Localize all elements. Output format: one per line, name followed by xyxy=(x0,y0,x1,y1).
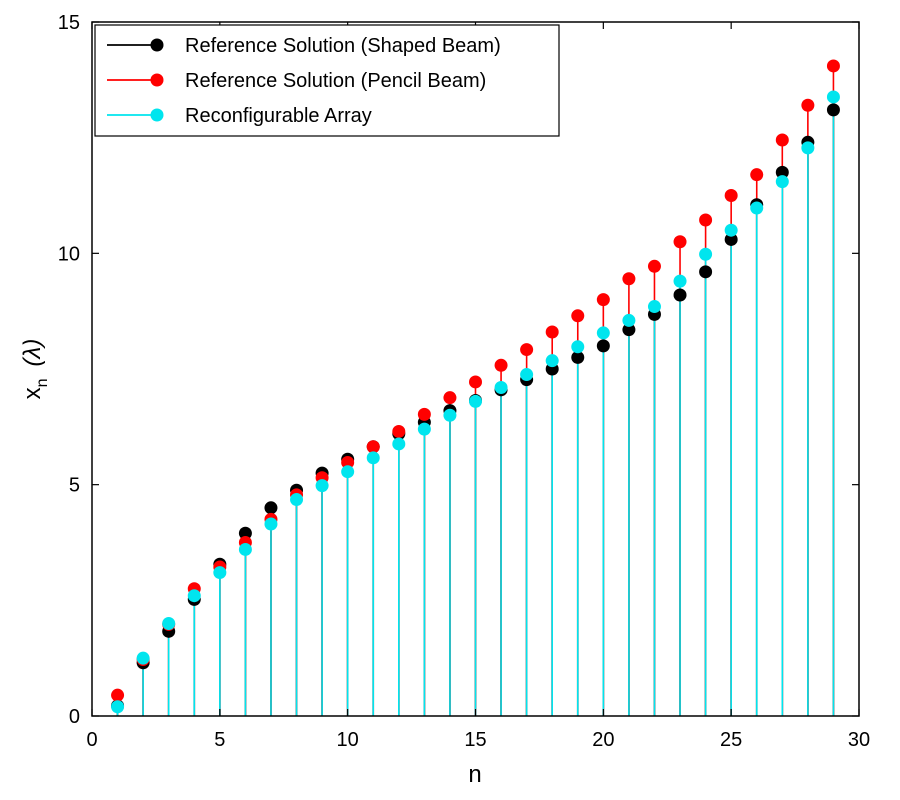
data-point xyxy=(136,651,150,665)
data-point xyxy=(520,343,534,357)
x-tick-label: 30 xyxy=(848,729,870,751)
data-point xyxy=(111,700,125,714)
data-point xyxy=(801,98,815,112)
data-point xyxy=(775,165,789,179)
data-point xyxy=(699,265,713,279)
y-axis-label-unit: (λ) xyxy=(19,339,46,367)
legend-marker xyxy=(150,38,164,52)
x-tick-label: 20 xyxy=(592,729,614,751)
data-point xyxy=(443,408,457,422)
data-point xyxy=(571,309,585,323)
data-point xyxy=(750,201,764,215)
data-point xyxy=(264,517,278,531)
y-axis-label-subscript: n xyxy=(34,378,51,387)
legend-box xyxy=(94,24,560,137)
legend-label: Reference Solution (Pencil Beam) xyxy=(185,70,486,92)
data-point xyxy=(238,542,252,556)
data-point xyxy=(596,339,610,353)
data-point xyxy=(826,90,840,104)
data-point xyxy=(801,141,815,155)
stem-markers xyxy=(111,59,840,714)
legend-marker xyxy=(150,108,164,122)
data-point xyxy=(341,455,355,469)
x-tick-label: 10 xyxy=(337,729,359,751)
legend: Reference Solution (Shaped Beam) Referenc… xyxy=(94,24,560,137)
data-point xyxy=(826,103,840,117)
data-point xyxy=(162,616,176,630)
data-point xyxy=(213,566,227,580)
data-point xyxy=(315,479,329,493)
y-tick-label: 15 xyxy=(58,12,80,34)
legend-label: Reconfigurable Array xyxy=(185,105,372,127)
y-axis-label: xn (λ) xyxy=(19,339,51,400)
data-point xyxy=(494,381,508,395)
data-point xyxy=(520,368,534,382)
data-point xyxy=(571,350,585,364)
data-point xyxy=(647,259,661,273)
stem-lines xyxy=(116,65,835,716)
axis-ticks: 0 5 10 15 20 25 30 0 5 10 15 xyxy=(58,12,870,751)
data-point xyxy=(366,451,380,465)
data-point xyxy=(443,391,457,405)
data-point xyxy=(392,424,406,438)
data-point xyxy=(622,272,636,286)
y-tick-label: 5 xyxy=(69,475,80,497)
data-point xyxy=(673,235,687,249)
legend-marker xyxy=(150,73,164,87)
data-point xyxy=(647,300,661,314)
y-tick-label: 0 xyxy=(69,706,80,728)
data-point xyxy=(673,288,687,302)
y-axis-label-main: x xyxy=(19,387,46,399)
data-point xyxy=(775,175,789,189)
data-point xyxy=(366,440,380,454)
data-point xyxy=(111,688,125,702)
data-point xyxy=(699,213,713,227)
data-point xyxy=(469,375,482,389)
data-point xyxy=(673,274,687,288)
data-point xyxy=(596,326,610,340)
data-point xyxy=(417,407,431,421)
data-point xyxy=(571,340,585,354)
y-tick-label: 10 xyxy=(58,243,80,265)
x-tick-label: 5 xyxy=(214,729,225,751)
svg-text:xn(λ): xn (λ) xyxy=(19,339,51,400)
x-tick-label: 15 xyxy=(464,729,486,751)
x-tick-label: 25 xyxy=(720,729,742,751)
legend-label: Reference Solution (Shaped Beam) xyxy=(185,35,501,57)
data-point xyxy=(417,422,431,436)
data-point xyxy=(826,59,840,73)
data-point xyxy=(750,168,764,182)
data-point xyxy=(775,133,789,147)
data-point xyxy=(699,247,713,261)
data-point xyxy=(724,223,738,237)
x-tick-label: 0 xyxy=(86,729,97,751)
data-point xyxy=(545,325,559,339)
x-axis-label: n xyxy=(468,761,481,788)
data-point xyxy=(392,437,406,451)
data-point xyxy=(596,293,610,307)
data-point xyxy=(622,313,636,327)
data-point xyxy=(290,492,304,506)
data-point xyxy=(469,394,482,408)
data-point xyxy=(187,589,201,603)
data-point xyxy=(724,232,738,246)
data-point xyxy=(341,465,355,479)
data-point xyxy=(238,526,252,540)
data-point xyxy=(545,354,559,368)
data-point xyxy=(622,323,636,337)
data-point xyxy=(724,189,738,202)
data-point xyxy=(494,358,508,372)
data-point xyxy=(264,501,278,515)
